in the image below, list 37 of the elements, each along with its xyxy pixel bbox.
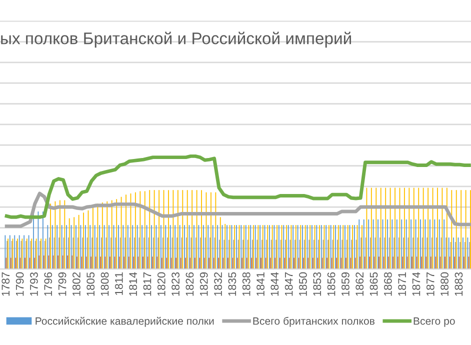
x-tick-label: 1880 (440, 272, 448, 296)
x-tick-label: 1829 (200, 272, 208, 296)
chart-title: ых полков Британской и Российской империй (1, 32, 351, 48)
x-tick-label: 1790 (16, 272, 24, 296)
x-tick-label: 1823 (172, 272, 180, 296)
x-tick-label: 1802 (72, 272, 80, 296)
x-tick-label: 1862 (356, 272, 364, 296)
x-tick-label: 1850 (299, 272, 307, 296)
legend-label: Российскйские кавалерийские полки (36, 316, 214, 327)
legend-label: Всего британских полков (253, 316, 375, 327)
legend-label: Всего ро (414, 317, 455, 327)
x-tick-label: 1793 (30, 272, 38, 296)
x-tick-label: 1811 (114, 272, 123, 295)
x-tick-label: 1820 (157, 272, 166, 296)
x-tick-label: 1826 (186, 272, 194, 296)
x-tick-label: 1856 (327, 272, 336, 296)
x-tick-label: 1796 (44, 272, 52, 296)
x-tick-label: 1865 (370, 272, 378, 296)
x-tick-label: 1874 (412, 272, 420, 296)
x-tick-label: 1835 (228, 272, 236, 296)
x-tick-label: 1868 (384, 272, 392, 296)
x-tick-label: 1847 (284, 272, 293, 296)
x-tick-label: 1853 (313, 272, 322, 296)
x-tick-label: 1808 (100, 272, 109, 296)
x-tick-label: 1838 (242, 272, 250, 296)
x-tick-label: 1859 (342, 272, 350, 296)
x-tick-label: 1799 (58, 272, 66, 296)
x-tick-label: 1871 (398, 272, 406, 296)
x-tick-label: 1844 (270, 272, 279, 296)
x-tick-label: 1877 (426, 272, 434, 296)
x-tick-label: 1787 (2, 272, 10, 296)
x-tick-label: 1841 (256, 272, 264, 296)
x-tick-label: 1817 (143, 272, 152, 296)
x-tick-label: 1814 (129, 272, 138, 296)
x-tick-label: 1805 (86, 272, 95, 296)
x-tick-label: 1832 (214, 272, 222, 296)
x-tick-label: 1883 (454, 272, 463, 296)
